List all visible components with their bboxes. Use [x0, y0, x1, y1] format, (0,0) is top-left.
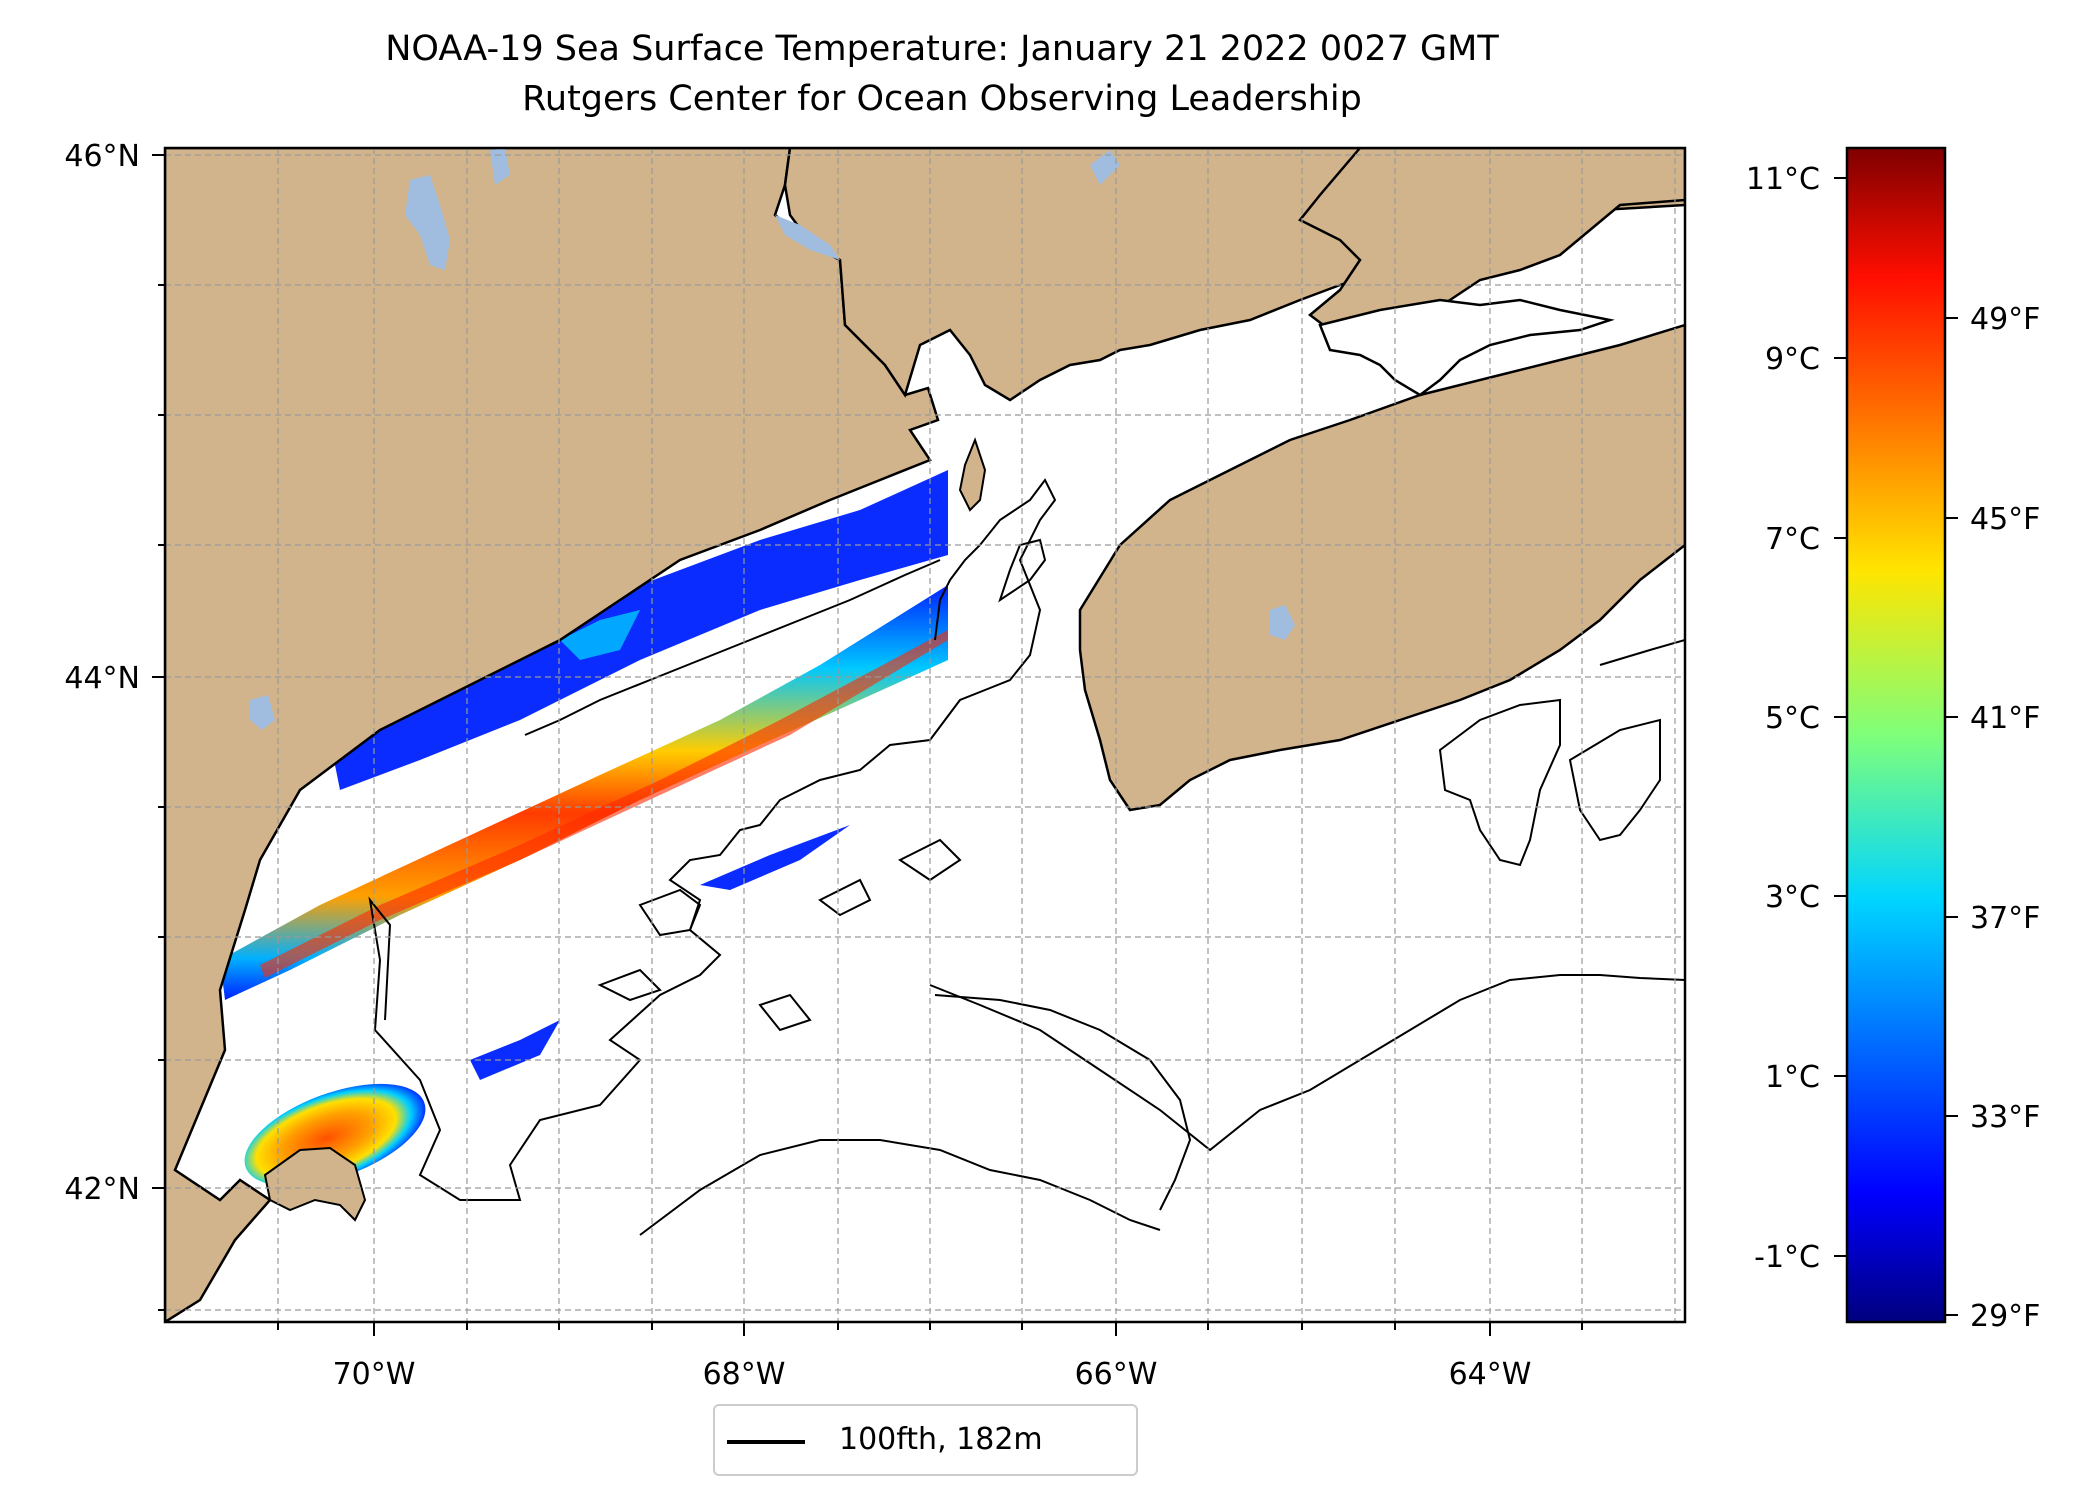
lat-label-46: 46°N — [64, 139, 140, 174]
colorbar-c-3: 3°C — [1765, 880, 1820, 915]
land — [165, 148, 1685, 1322]
colorbar-f-33: 33°F — [1970, 1100, 2040, 1135]
lat-label-42: 42°N — [64, 1172, 140, 1207]
lon-label-68: 68°W — [703, 1357, 786, 1392]
map-subtitle: Rutgers Center for Ocean Observing Leade… — [522, 79, 1362, 119]
gridlines — [165, 148, 1685, 1322]
colorbar-f-41: 41°F — [1970, 701, 2040, 736]
map-frame — [163, 146, 1687, 1324]
contour-scotian-2 — [1568, 718, 1661, 842]
land-nova-scotia — [1078, 323, 1685, 812]
colorbar-f-37: 37°F — [1970, 901, 2040, 936]
contour-bay-fundy — [998, 538, 1047, 603]
lake-sebago — [250, 695, 275, 730]
contour-gulf-inner — [524, 559, 941, 736]
sst-swath — [220, 470, 948, 1187]
colorbar — [1845, 146, 1947, 1324]
lon-label-64: 64°W — [1449, 1357, 1532, 1392]
map-title: NOAA-19 Sea Surface Temperature: January… — [385, 29, 1499, 69]
colorbar-f-29: 29°F — [1970, 1299, 2040, 1334]
contour-scotian-3 — [1599, 639, 1685, 666]
lon-axis — [277, 1322, 1583, 1336]
lake-nb — [1090, 150, 1120, 185]
colorbar-c-9: 9°C — [1765, 342, 1820, 377]
land-pei — [1318, 298, 1615, 397]
contour-georges-basin — [639, 1139, 1161, 1236]
contour-basins — [597, 838, 962, 1032]
contour-shelf-break — [929, 974, 1685, 1152]
colorbar-f-ticks — [1945, 317, 1958, 1316]
lon-label-70: 70°W — [333, 1357, 416, 1392]
colorbar-f-45: 45°F — [1970, 502, 2040, 537]
colorbar-c-11: 11°C — [1746, 162, 1820, 197]
colorbar-c-7: 7°C — [1765, 522, 1820, 557]
land-grand-manan — [958, 437, 987, 512]
colorbar-c-1: 1°C — [1765, 1060, 1820, 1095]
sst-coastal-strip-cyan — [560, 610, 640, 660]
lake-grand — [775, 215, 840, 260]
lake-rossignol — [1270, 605, 1295, 640]
lakes — [250, 148, 1295, 730]
sst-georges-strip — [700, 825, 850, 890]
legend: 100fth, 182m — [713, 1404, 1138, 1476]
legend-label: 100fth, 182m — [839, 1422, 1043, 1457]
colorbar-c-5: 5°C — [1765, 701, 1820, 736]
sst-warm-band-core — [260, 630, 948, 978]
lon-label-66: 66°W — [1075, 1357, 1158, 1392]
colorbar-c-ticks — [1834, 177, 1847, 1257]
colorbar-f-49: 49°F — [1970, 302, 2040, 337]
land-cape-cod — [263, 1146, 367, 1222]
sst-south-strip — [470, 1020, 560, 1080]
map-area — [165, 148, 1685, 1322]
legend-line-swatch — [727, 1440, 805, 1444]
colorbar-c-neg1: -1°C — [1754, 1240, 1820, 1275]
contour-scotian-1 — [1438, 698, 1561, 867]
lat-axis — [152, 154, 165, 1311]
lake-chesuncook — [490, 148, 510, 185]
sst-coastal-strip — [330, 470, 948, 790]
lat-label-44: 44°N — [64, 661, 140, 696]
lake-moosehead — [405, 175, 450, 270]
